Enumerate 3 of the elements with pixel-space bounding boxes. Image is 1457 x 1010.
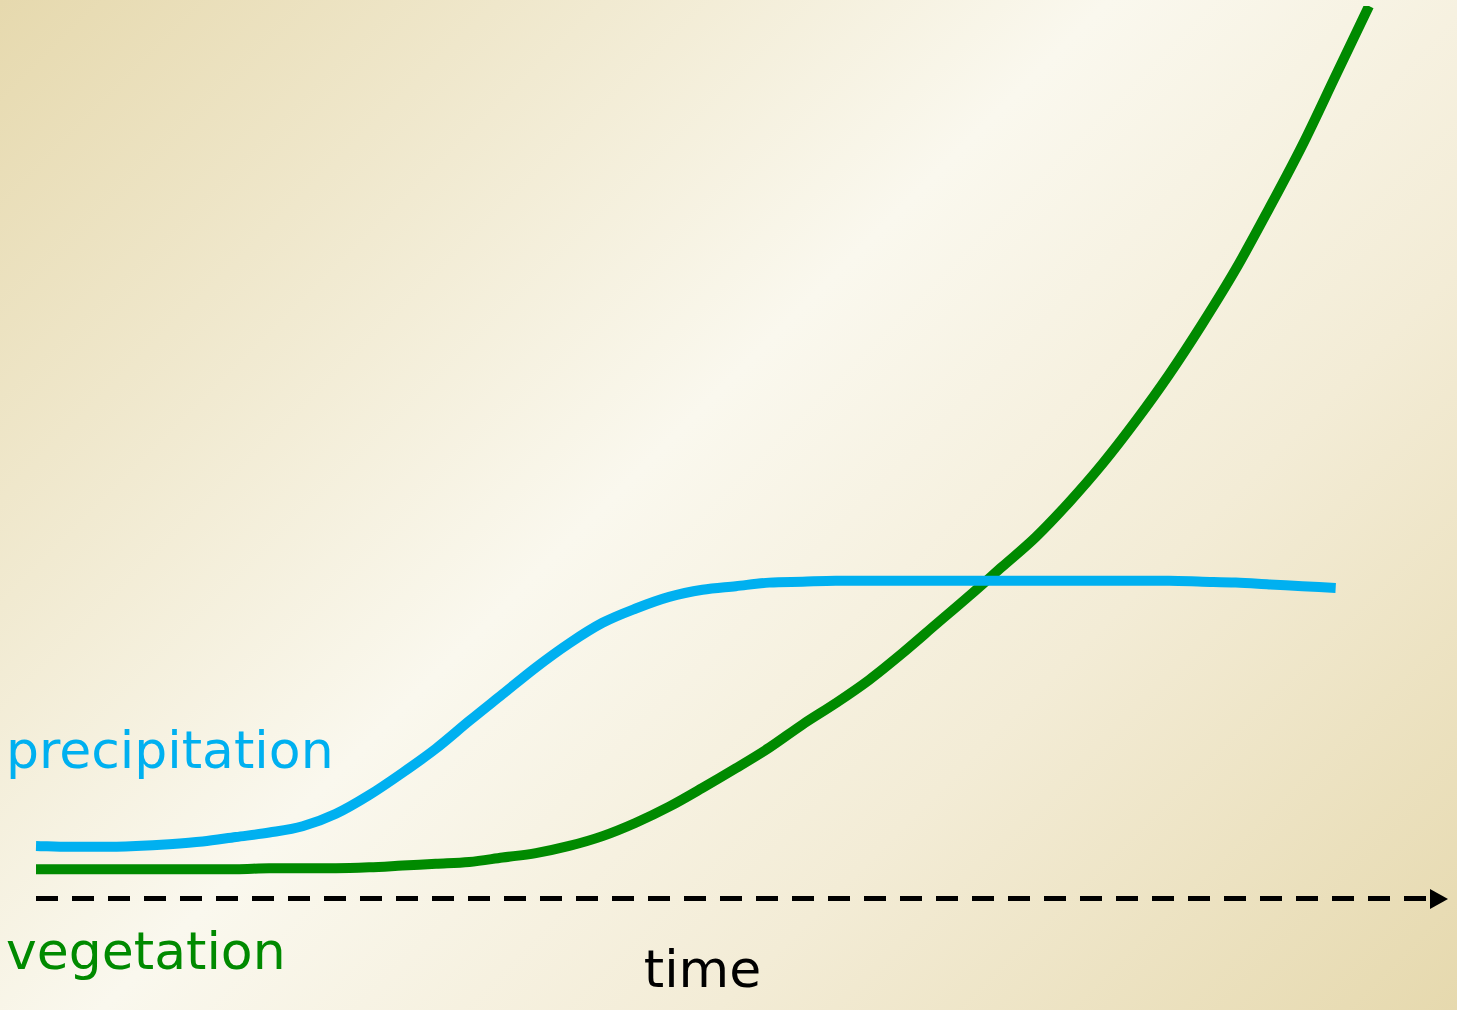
series-label: vegetation xyxy=(6,920,286,981)
series-label: precipitation xyxy=(6,719,334,780)
x-axis-title: time xyxy=(643,939,762,1000)
